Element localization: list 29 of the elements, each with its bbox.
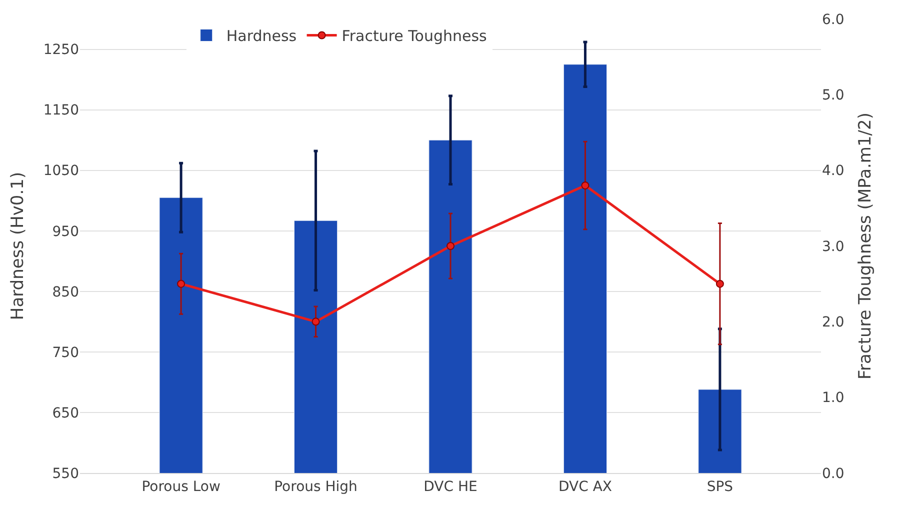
y-axis-title: Hardness (Hv0.1)	[8, 172, 28, 320]
point	[716, 280, 724, 288]
x-tick-label: Porous High	[274, 478, 358, 495]
point	[177, 280, 186, 288]
point	[581, 181, 590, 190]
y2-tick-label: 5.0	[822, 88, 844, 104]
point	[312, 318, 320, 326]
y-tick-label: 1150	[43, 102, 79, 119]
y-tick-label: 650	[52, 405, 79, 422]
y-tick-label: 750	[52, 344, 79, 361]
y2-tick-label: 0.0	[822, 466, 844, 482]
y-tick-label: 550	[52, 466, 79, 482]
x-tick-label: DVC HE	[424, 478, 478, 495]
y2-tick-label: 6.0	[822, 12, 844, 28]
point	[446, 242, 454, 250]
y-tick-label: 850	[52, 284, 79, 300]
legend-label: Fracture Toughness	[342, 27, 488, 46]
legend-label: Hardness	[226, 27, 297, 46]
y2-tick-label: 4.0	[822, 163, 844, 180]
x-tick-label: Porous Low	[142, 478, 220, 495]
y2-tick-label: 3.0	[822, 238, 844, 255]
y2-tick-label: 2.0	[822, 314, 844, 331]
x-tick-label: DVC AX	[558, 478, 612, 495]
y-tick-label: 1050	[43, 163, 79, 180]
y2-tick-label: 1.0	[822, 390, 844, 406]
y-tick-label: 950	[52, 224, 79, 240]
y2-axis-title: Fracture Toughness (MPa.m1/2)	[856, 112, 876, 380]
y-tick-label: 1250	[43, 42, 79, 58]
x-tick-label: SPS	[706, 478, 734, 495]
